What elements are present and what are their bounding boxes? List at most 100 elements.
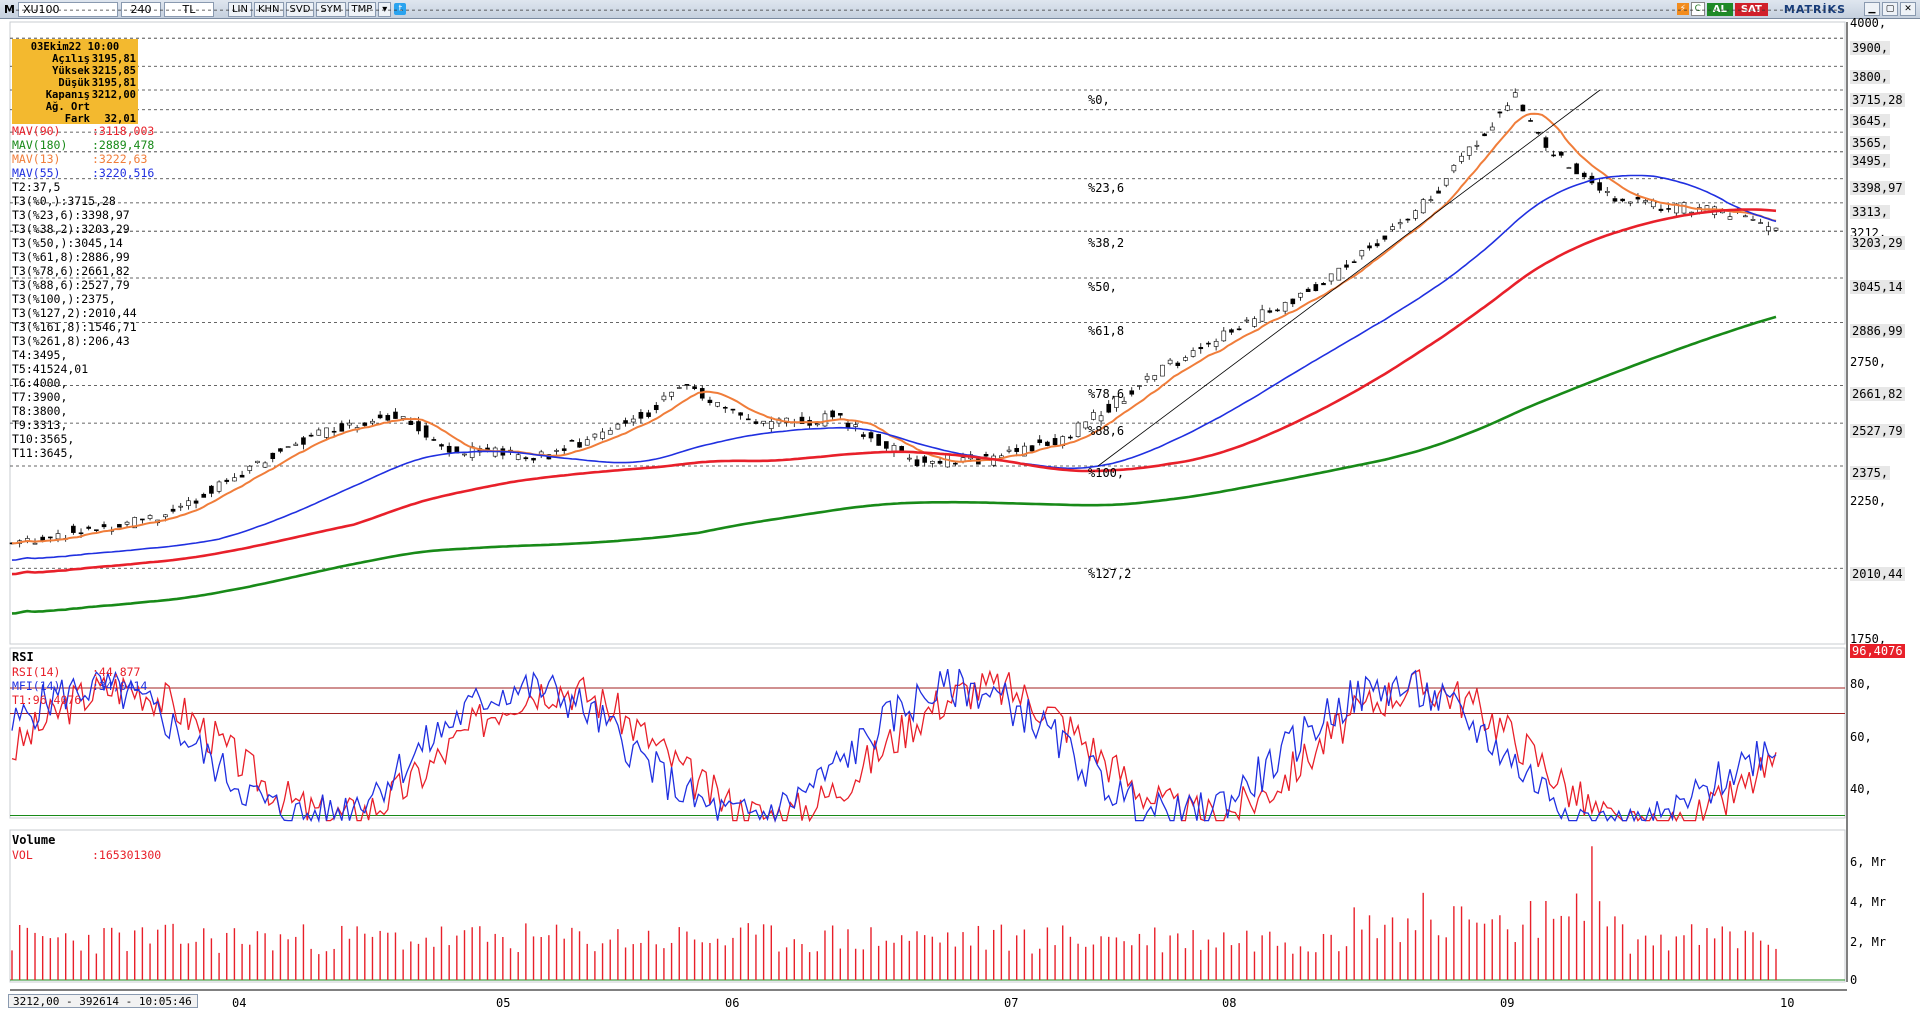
- candle-body: [1620, 198, 1625, 202]
- candle-body: [1221, 330, 1227, 342]
- candle-body: [1512, 92, 1518, 98]
- candle-body: [592, 433, 598, 438]
- info-label: Açılış: [52, 53, 90, 65]
- price-axis-label: 3495,: [1850, 154, 1891, 168]
- candle-body: [830, 410, 835, 418]
- sell-button[interactable]: SAT: [1734, 2, 1768, 16]
- period-input[interactable]: 240: [120, 1, 161, 17]
- candle-body: [1152, 375, 1158, 380]
- candle-body: [55, 533, 61, 540]
- candle-body: [408, 420, 414, 425]
- candle-body: [71, 525, 76, 533]
- candle-body: [838, 413, 843, 416]
- candle-body: [1098, 415, 1104, 422]
- trend-value: T3(%38,2):3203,29: [12, 222, 130, 236]
- price-axis-label: 3565,: [1850, 136, 1891, 150]
- close-icon[interactable]: ✕: [1900, 2, 1916, 16]
- candle-body: [1773, 227, 1779, 231]
- candle-body: [607, 430, 613, 435]
- candle-body: [600, 431, 605, 439]
- candle-body: [1436, 190, 1441, 194]
- candle-body: [884, 441, 889, 449]
- info-row: Yüksek 3215,85: [14, 65, 136, 77]
- price-axis-label: 2661,82: [1850, 387, 1905, 401]
- tmp-button[interactable]: TMP: [347, 1, 377, 17]
- candle-body: [247, 465, 253, 471]
- mav180-line: [11, 315, 1777, 615]
- candle-body: [753, 421, 759, 424]
- candle-body: [577, 442, 582, 448]
- buy-button[interactable]: AL: [1706, 2, 1733, 16]
- candle-body: [239, 474, 245, 478]
- candle-body: [1259, 309, 1265, 322]
- svd-button[interactable]: SVD: [285, 1, 315, 17]
- candle-body: [1413, 210, 1418, 219]
- t1-legend-item: T1:96,4076: [12, 693, 82, 707]
- candle-body: [1045, 441, 1050, 446]
- candle-body: [1390, 226, 1395, 230]
- minimize-icon[interactable]: ▁: [1864, 2, 1880, 16]
- candle-body: [193, 500, 199, 504]
- candle-body: [1627, 201, 1633, 204]
- info-label: Kapanış: [45, 89, 90, 101]
- symbol-input[interactable]: XU100: [17, 1, 118, 17]
- candle-body: [1758, 222, 1763, 224]
- candle-body: [853, 424, 858, 427]
- candle-body: [1658, 208, 1664, 211]
- candle-body: [446, 445, 452, 453]
- refresh-icon[interactable]: C: [1690, 2, 1705, 16]
- candle-body: [439, 444, 444, 447]
- mav90-legend: MAV(90):3118,003: [12, 124, 155, 138]
- info-row: Açılış 3195,81: [14, 53, 136, 65]
- trend-value: T3(%161,8):1546,71: [12, 320, 137, 334]
- price-axis-label: 3203,29: [1850, 236, 1905, 250]
- candle-body: [362, 422, 368, 426]
- candle-body: [117, 524, 122, 528]
- rsi-axis-label: 96,4076: [1850, 644, 1905, 658]
- trend-value: T3(%261,8):206,43: [12, 334, 130, 348]
- fib-label: %38,2: [1088, 236, 1125, 250]
- candle-body: [1183, 357, 1188, 361]
- status-bar: 3212,00 - 392614 - 10:05:46: [8, 994, 198, 1008]
- trend-value: T3(%61,8):2886,99: [12, 250, 130, 264]
- fib-label: %0,: [1088, 93, 1110, 107]
- info-icon[interactable]: ⚡: [1676, 3, 1689, 15]
- trend-value: T10:3565,: [12, 432, 75, 446]
- candle-body: [431, 439, 437, 441]
- candle-body: [1428, 199, 1434, 201]
- candle-body: [1374, 243, 1380, 247]
- candle-body: [1482, 133, 1487, 137]
- candle-body: [32, 542, 38, 545]
- candle-body: [347, 422, 352, 426]
- maximize-icon[interactable]: ▢: [1882, 2, 1898, 16]
- candle-body: [1635, 196, 1641, 200]
- khn-button[interactable]: KHN: [253, 1, 284, 17]
- candle-body: [623, 420, 628, 424]
- candle-body: [1198, 346, 1204, 350]
- candle-body: [554, 450, 559, 452]
- fib-label: %50,: [1088, 280, 1117, 294]
- sym-button[interactable]: SYM: [316, 1, 346, 17]
- candle-body: [48, 536, 53, 539]
- menu-button[interactable]: M: [4, 2, 15, 16]
- info-row: Kapanış 3212,00: [14, 89, 136, 101]
- candle-body: [94, 529, 99, 531]
- volume-axis-label: 2, Mr: [1850, 935, 1887, 949]
- candle-body: [684, 384, 690, 386]
- twitter-icon[interactable]: t: [394, 3, 407, 15]
- mav55-line: [11, 174, 1777, 561]
- price-axis-label: 2886,99: [1850, 324, 1905, 338]
- candle-body: [339, 423, 345, 432]
- price-axis-label: 3313,: [1850, 205, 1891, 219]
- candle-body: [186, 500, 191, 507]
- price-axis-label: 1750,: [1850, 632, 1887, 646]
- lin-button[interactable]: LIN: [227, 1, 252, 17]
- candle-body: [301, 437, 306, 445]
- currency-field[interactable]: TL: [163, 1, 214, 17]
- candle-body: [101, 524, 107, 528]
- candle-body: [178, 505, 184, 508]
- candle-body: [1190, 350, 1196, 357]
- dropdown-icon[interactable]: ▾: [378, 1, 392, 17]
- rsi-panel-title: RSI: [12, 650, 34, 664]
